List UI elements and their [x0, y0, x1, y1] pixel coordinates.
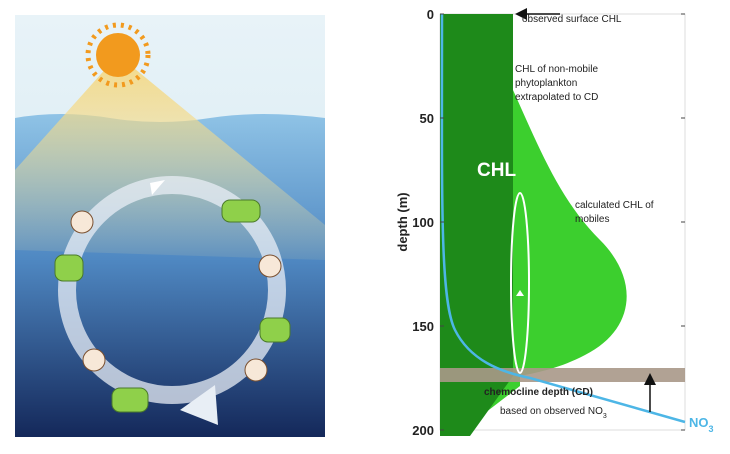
cells: [70, 210, 282, 382]
circulation: [58, 176, 286, 404]
nonmobile-chl: [440, 14, 513, 436]
annotation: phytoplankton: [515, 78, 577, 89]
y-axis-label: depth (m): [395, 192, 410, 251]
subscript: 3: [709, 424, 714, 434]
y-tick-label: 100: [412, 215, 434, 230]
annotation: based on observed NO: [500, 406, 603, 417]
no3-label: NO3: [689, 415, 714, 434]
y-tick-label: 50: [420, 111, 434, 126]
annotation: based on observed NO3: [500, 406, 607, 420]
no3-label: NO: [689, 415, 709, 430]
annotation: observed surface CHL: [522, 14, 622, 25]
y-tick-label: 150: [412, 319, 434, 334]
migration-loop: [510, 192, 530, 374]
annotation: mobiles: [575, 214, 609, 225]
arrow-head: [180, 385, 218, 425]
annotation: chemocline depth (CD): [484, 387, 593, 398]
y-tick-label: 200: [412, 423, 434, 438]
annotation: CHL of non-mobile: [515, 64, 598, 75]
arrow-head: [150, 180, 165, 195]
no3-profile: [440, 13, 686, 424]
chemocline-band: [440, 368, 685, 382]
subscript: 3: [603, 413, 607, 420]
profile-chart: observed surface CHL CHL of non-mobile p…: [395, 7, 714, 438]
chl-label: CHL: [477, 160, 516, 181]
illustration: [15, 15, 325, 437]
annotation: calculated CHL of: [575, 200, 654, 211]
sun: [85, 22, 151, 88]
loop-arrow: [516, 290, 524, 296]
annotation: extrapolated to CD: [515, 92, 598, 103]
cells: [54, 199, 291, 413]
y-tick-label: 0: [427, 7, 434, 22]
